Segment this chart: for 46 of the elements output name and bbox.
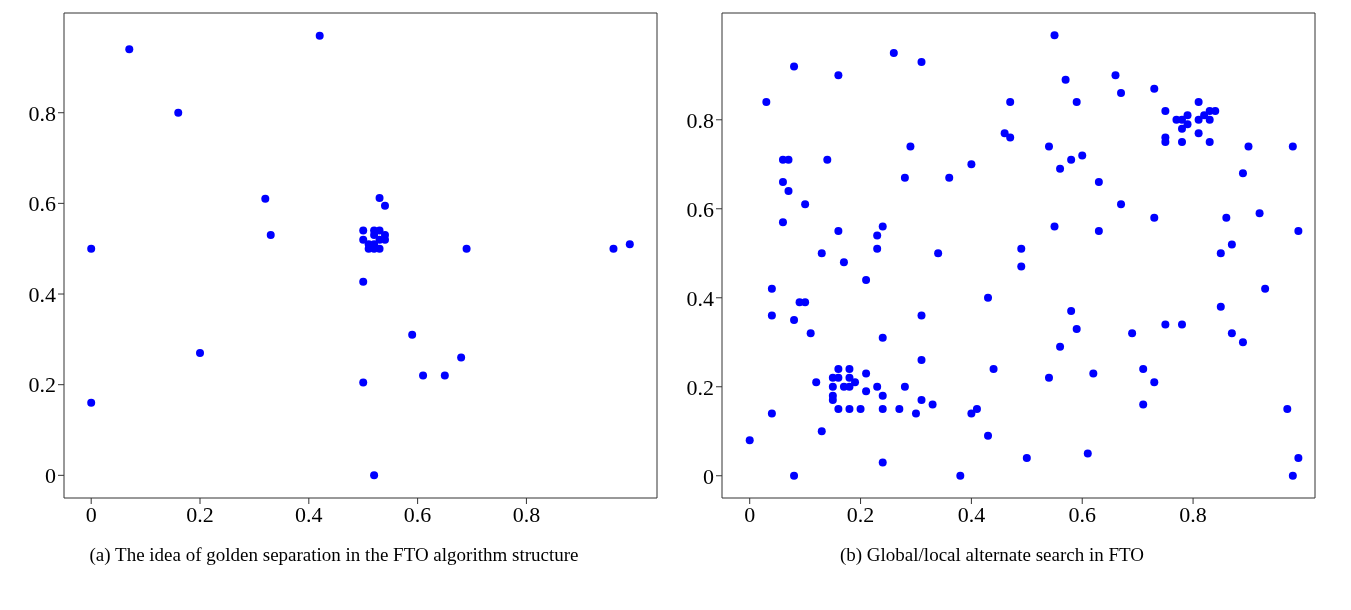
x-tick-label: 0.6 [1068, 501, 1096, 527]
y-tick-label: 0.2 [686, 374, 714, 400]
x-tick-label: 0 [744, 501, 756, 527]
x-tick-label: 0.2 [846, 501, 875, 527]
point [87, 244, 96, 253]
y-tick-label: 0.6 [686, 196, 714, 222]
y-tick-label: 0.8 [686, 107, 714, 133]
text: (a) The idea of golden separation in the FTO algorithm structure [88, 543, 580, 567]
point [174, 108, 183, 117]
x-tick-label: 0.6 [403, 501, 432, 527]
text: (b) Global/local alternate search in FTO [838, 543, 1146, 567]
point [87, 398, 96, 407]
y-tick-label: 0.8 [28, 100, 56, 126]
point [380, 201, 389, 210]
x-tick-label: 0.8 [512, 501, 541, 527]
point [359, 277, 368, 286]
x-tick-label: 0.4 [957, 501, 986, 527]
y-tick-label: 0.4 [686, 285, 714, 311]
x-tick-label: 0.2 [186, 501, 214, 527]
point [359, 235, 368, 244]
point [375, 226, 384, 235]
y-tick-label: 0 [45, 463, 56, 489]
point [370, 231, 379, 240]
point [359, 378, 368, 387]
point [370, 471, 379, 480]
x-tick-label: 0 [85, 501, 97, 527]
y-tick-label: 0.6 [28, 191, 56, 217]
point [266, 231, 275, 240]
point [375, 193, 384, 202]
x-tick-label: 0.4 [295, 501, 323, 527]
y-tick-label: 0.2 [28, 372, 56, 398]
point [359, 226, 368, 235]
point [609, 244, 618, 253]
point [419, 371, 428, 380]
point [261, 194, 270, 203]
point [440, 371, 449, 380]
point [125, 45, 134, 54]
point [196, 348, 205, 357]
point [408, 330, 417, 339]
point [457, 353, 466, 362]
point [625, 240, 634, 249]
y-tick-label: 0 [703, 463, 714, 489]
y-tick-label: 0.4 [28, 281, 56, 307]
point [315, 31, 324, 40]
point [462, 244, 471, 253]
x-tick-label: 0.8 [1179, 501, 1207, 527]
